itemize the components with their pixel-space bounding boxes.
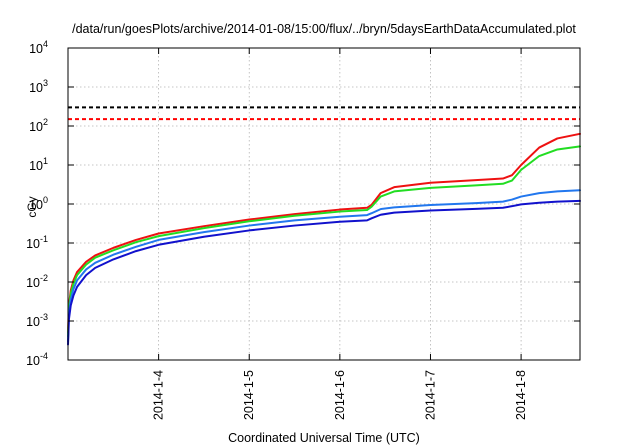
x-tick-label: 2014-1-6 (333, 370, 347, 420)
threshold-lines (68, 106, 580, 121)
series-line-2 (67, 145, 581, 338)
y-tick-label: 102 (29, 117, 48, 134)
y-tick-label: 10-3 (26, 312, 48, 329)
x-axis-label: Coordinated Universal Time (UTC) (228, 431, 420, 445)
y-tick-label: 104 (29, 39, 48, 56)
x-tick-label: 2014-1-8 (514, 370, 528, 420)
y-tick-label: 103 (29, 78, 48, 95)
y-tick-label: 10-4 (26, 351, 48, 368)
series-line-4 (67, 199, 581, 346)
x-tick-label: 2014-1-7 (423, 370, 437, 420)
y-tick-label: 10-1 (26, 234, 48, 251)
chart-title: /data/run/goesPlots/archive/2014-01-08/1… (72, 22, 576, 36)
grid-lines (68, 48, 580, 360)
y-axis-label: cGy (25, 196, 39, 217)
x-tick-label: 2014-1-5 (242, 370, 256, 420)
y-tick-label: 101 (29, 156, 48, 173)
axes: 10-4 10-3 10-2 10-1 100 101 102 103 104 2014-1-4 2… (26, 39, 581, 420)
y-tick-label: 100 (29, 195, 48, 212)
series-lines (67, 132, 581, 346)
series-line-3 (67, 189, 581, 343)
series-line-1 (67, 132, 581, 334)
y-tick-label: 10-2 (26, 273, 48, 290)
x-tick-label: 2014-1-4 (152, 370, 166, 420)
